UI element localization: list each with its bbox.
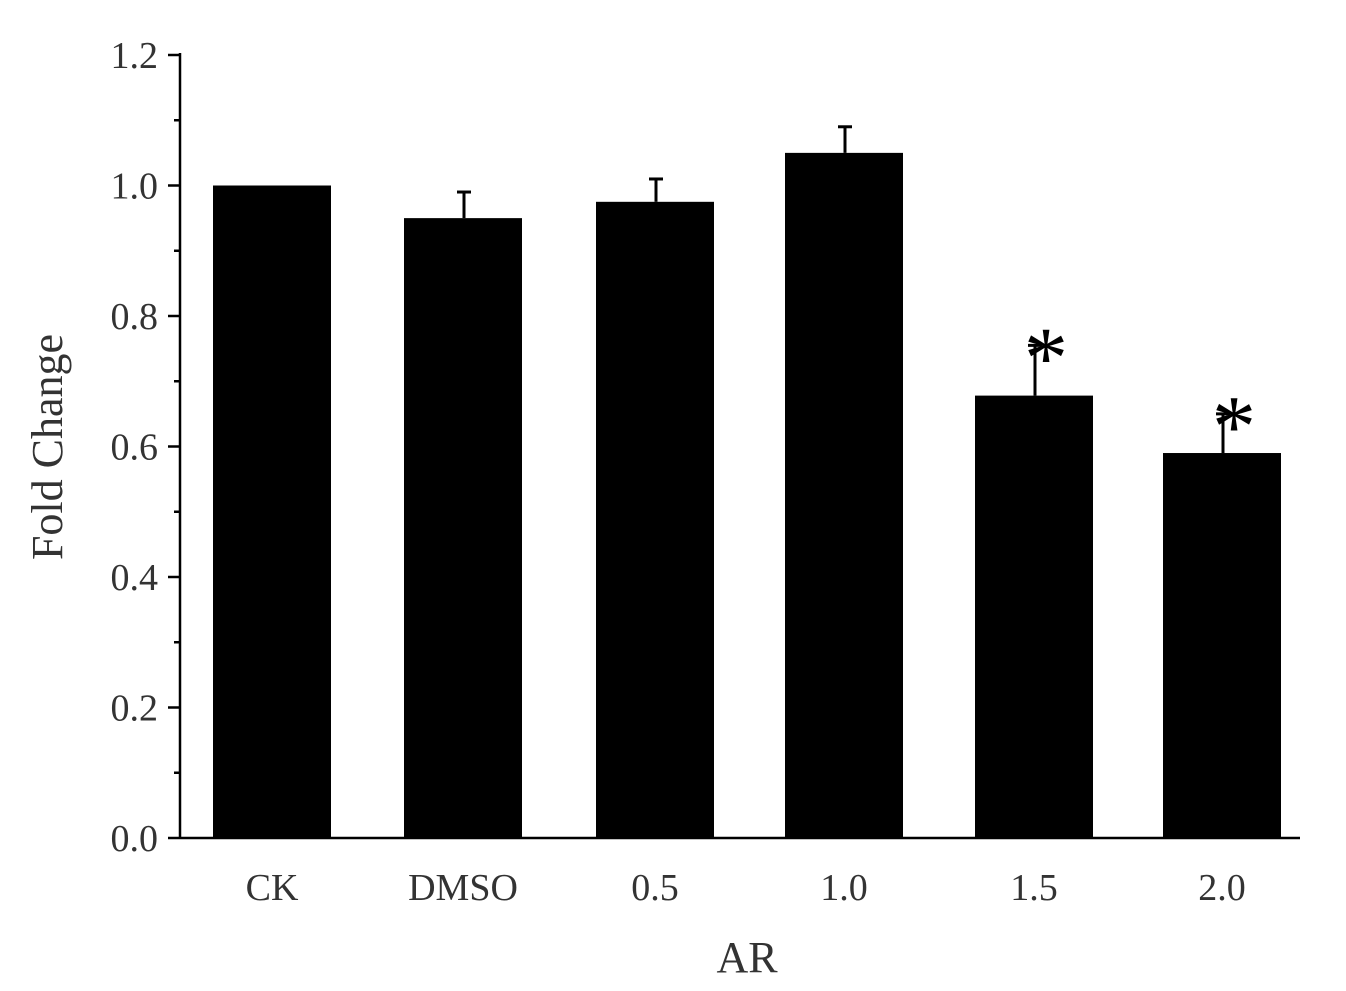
y-axis-ticks: 0.0 0.2 0.4 0.6 0.8 1.0 1.2 bbox=[111, 35, 180, 860]
bar-1-0 bbox=[785, 152, 903, 838]
y-tick-label: 1.0 bbox=[111, 166, 159, 208]
x-tick-label: 1.0 bbox=[820, 867, 868, 909]
y-tick-label: 1.2 bbox=[111, 35, 159, 77]
x-axis-tick-labels: CK DMSO 0.5 1.0 1.5 2.0 bbox=[246, 867, 1246, 909]
bars: ** bbox=[213, 125, 1281, 838]
bar-ck bbox=[213, 185, 331, 838]
significance-marker: * bbox=[1024, 310, 1068, 407]
y-tick-label: 0.8 bbox=[111, 296, 159, 338]
x-axis-title: AR bbox=[716, 933, 778, 982]
bar-0-5 bbox=[596, 201, 714, 838]
x-tick-label: CK bbox=[246, 867, 299, 909]
x-tick-label: 1.5 bbox=[1010, 867, 1058, 909]
y-axis-title: Fold Change bbox=[23, 334, 72, 560]
bar-dmso bbox=[404, 218, 522, 838]
bar-1-5 bbox=[975, 395, 1093, 838]
x-tick-label: 0.5 bbox=[631, 867, 679, 909]
significance-marker: * bbox=[1212, 379, 1256, 476]
x-tick-label: DMSO bbox=[408, 867, 518, 909]
y-tick-label: 0.2 bbox=[111, 688, 159, 730]
x-tick-label: 2.0 bbox=[1198, 867, 1246, 909]
axes bbox=[178, 53, 1300, 840]
y-tick-label: 0.0 bbox=[111, 818, 159, 860]
bar-2-0 bbox=[1163, 453, 1281, 838]
y-tick-label: 0.4 bbox=[111, 557, 159, 599]
y-tick-label: 0.6 bbox=[111, 427, 159, 469]
